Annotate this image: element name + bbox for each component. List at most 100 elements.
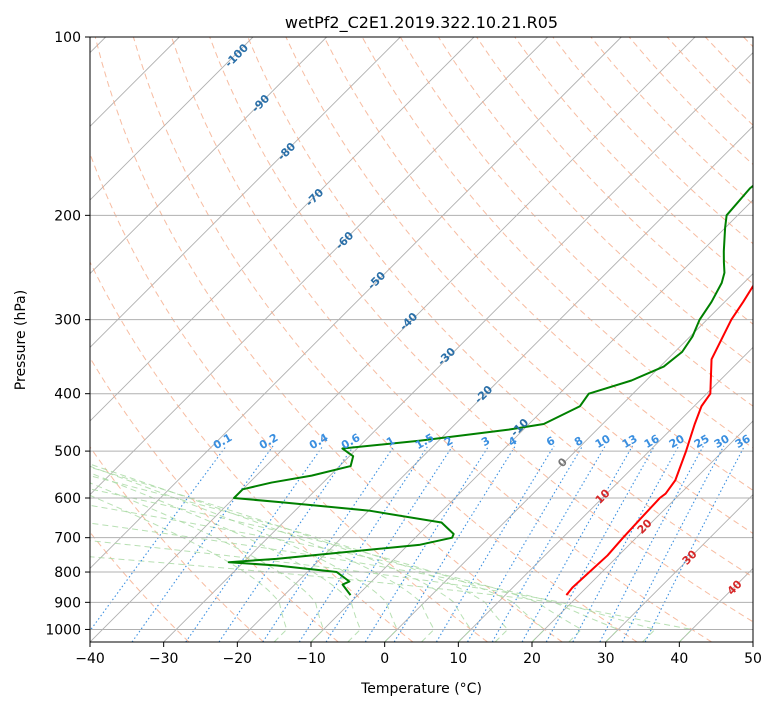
x-axis-label: Temperature (°C)	[360, 681, 482, 697]
dry-adiabat-line	[209, 37, 753, 623]
background-reference-lines	[90, 37, 753, 642]
y-tick-label: 1000	[45, 622, 81, 638]
dry-adiabat-label: -20	[472, 383, 495, 406]
mixing-ratio-label: 0.6	[339, 431, 363, 452]
moist-adiabat-line	[90, 463, 435, 642]
x-tick-label: 10	[449, 651, 467, 667]
mixing-ratio-label: 1.5	[413, 431, 436, 452]
moist-adiabat-line	[90, 504, 583, 642]
temperature-line	[565, 284, 753, 596]
mixing-ratio-label: 36	[733, 432, 753, 451]
mixing-ratio-label: 20	[667, 432, 687, 451]
y-tick-label: 400	[54, 387, 81, 403]
moist-adiabat-line	[90, 472, 361, 642]
dry-adiabat-label: -80	[275, 140, 298, 163]
chart-title: wetPf2_C2E1.2019.322.10.21.R05	[285, 13, 558, 33]
mixing-ratio-label: 3	[479, 434, 492, 449]
x-tick-label: −20	[223, 651, 253, 667]
mixing-ratio-line	[521, 445, 633, 642]
x-tick-label: 0	[380, 651, 389, 667]
x-tick-label: −40	[75, 651, 105, 667]
dry-adiabat-line	[285, 37, 753, 535]
dry-adiabat-line	[94, 37, 563, 642]
isotherm-line	[90, 37, 696, 642]
isotherm-line	[531, 420, 753, 642]
mixing-ratio-label: 16	[642, 432, 662, 451]
sounding-traces	[227, 184, 753, 596]
mixing-ratio-label: 6	[544, 434, 557, 449]
x-tick-label: 40	[670, 651, 688, 667]
mixing-ratio-line	[393, 445, 516, 642]
isotherm-line	[90, 37, 622, 569]
mixing-ratio-line	[545, 445, 656, 642]
mixing-ratio-line	[325, 445, 454, 642]
moist-adiabat-line	[90, 465, 398, 642]
mixing-ratio-label: 0.1	[211, 431, 234, 452]
moist-adiabat-label: 20	[635, 516, 655, 536]
dry-adiabat-line	[323, 37, 753, 491]
mixing-ratio-line	[131, 445, 274, 642]
x-tick-label: 20	[523, 651, 541, 667]
plot-frame	[89, 36, 754, 643]
dry-adiabat-line	[476, 37, 753, 325]
isotherm-line	[237, 125, 753, 642]
mixing-ratio-line	[90, 445, 227, 632]
dry-adiabat-line	[90, 260, 414, 642]
dewpoint-line	[227, 184, 753, 596]
mixing-ratio-line	[572, 445, 680, 642]
mixing-ratio-line	[644, 445, 746, 642]
moist-adiabat-label: 0	[555, 455, 570, 470]
mixing-ratio-line	[218, 445, 355, 642]
isotherm-line	[752, 641, 753, 642]
y-axis-label: Pressure (hPa)	[13, 290, 29, 390]
mixing-ratio-label: 30	[712, 432, 732, 451]
y-tick-label: 300	[54, 313, 81, 329]
y-tick-label: 900	[54, 595, 81, 611]
mixing-ratio-label: 10	[593, 432, 613, 451]
x-tick-label: −30	[149, 651, 179, 667]
isotherm-line	[90, 37, 548, 496]
dry-adiabat-line	[704, 37, 753, 87]
mixing-ratio-line	[435, 445, 555, 642]
y-tick-label: 100	[54, 30, 81, 46]
dry-adiabat-line	[90, 356, 339, 642]
y-axis-ticks: 100 200 300 400 500 600 700 800 900 1000	[45, 30, 90, 638]
mixing-ratio-label: 1	[384, 434, 397, 449]
x-tick-label: 50	[744, 651, 762, 667]
isotherm-line	[384, 273, 753, 642]
dry-adiabat-label: -40	[397, 310, 420, 333]
mixing-ratio-label: 0.2	[257, 431, 280, 452]
isotherm-line	[458, 346, 753, 642]
isotherm-line	[605, 494, 753, 642]
y-tick-label: 500	[54, 444, 81, 460]
mixing-ratio-line	[298, 445, 429, 642]
dry-adiabat-label: -30	[435, 345, 458, 368]
dry-adiabat-label: -100	[222, 41, 251, 70]
x-axis-ticks: −40 −30 −20 −10 0 10 20 30 40 50	[75, 642, 762, 667]
isotherm-line	[90, 37, 254, 201]
isotherm-line	[163, 52, 753, 642]
dry-adiabat-line	[90, 446, 264, 642]
moist-adiabat-label: 40	[725, 577, 745, 597]
dry-adiabat-line	[90, 152, 488, 642]
y-tick-label: 600	[54, 491, 81, 507]
mixing-ratio-line	[467, 445, 584, 642]
mixing-ratio-line	[621, 445, 725, 642]
dry-adiabat-line	[552, 37, 753, 245]
dry-adiabat-line	[132, 37, 638, 642]
isotherm-line	[90, 37, 401, 348]
mixing-ratio-line	[262, 445, 395, 642]
moist-adiabat-line	[90, 466, 472, 642]
isotherm-line	[90, 37, 327, 275]
x-tick-label: −10	[296, 651, 326, 667]
mixing-ratio-line	[599, 445, 704, 642]
mixing-ratio-label: 25	[692, 432, 712, 451]
moist-adiabat-line	[90, 482, 325, 642]
moist-adiabat-line	[90, 475, 509, 642]
dry-adiabat-line	[438, 37, 753, 366]
dry-adiabat-line	[514, 37, 753, 285]
moist-adiabat-label: 10	[593, 486, 613, 506]
y-tick-label: 200	[54, 208, 81, 224]
mixing-ratio-line	[364, 445, 490, 642]
y-tick-label: 800	[54, 565, 81, 581]
